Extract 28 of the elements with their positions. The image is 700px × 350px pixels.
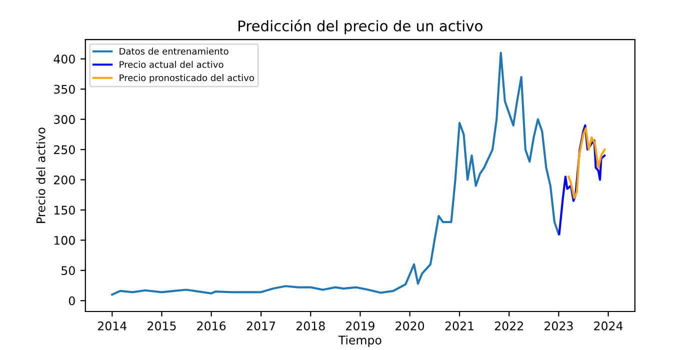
x-tick-label: 2024 xyxy=(594,321,623,330)
x-tick-label: 2020 xyxy=(396,321,424,330)
x-tick-label: 2014 xyxy=(98,321,127,330)
legend-label: Datos de entrenamiento xyxy=(120,48,228,55)
line-series xyxy=(558,124,606,236)
y-tick-label: 300 xyxy=(54,115,75,124)
x-axis-title: Tiempo xyxy=(338,335,382,347)
x-tick-label: 2019 xyxy=(346,321,374,330)
y-tick-label: 200 xyxy=(54,175,75,184)
line-series xyxy=(568,127,606,199)
legend-label: Precio pronosticado del activo xyxy=(120,74,254,83)
legend-label: Precio actual del activo xyxy=(120,60,224,68)
x-tick-label: 2016 xyxy=(197,321,226,330)
y-tick-label: 400 xyxy=(54,54,75,64)
y-tick-label: 100 xyxy=(54,236,75,245)
y-tick-label: 150 xyxy=(54,206,75,215)
y-tick-label: 250 xyxy=(54,145,75,154)
x-tick-label: 2015 xyxy=(148,321,176,330)
x-tick-label: 2018 xyxy=(296,321,325,330)
chart-title: Predicción del precio de un activo xyxy=(238,20,482,34)
y-tick-label: 50 xyxy=(62,266,75,276)
y-tick-label: 350 xyxy=(54,84,75,94)
y-axis-title: Precio del activo xyxy=(36,128,46,223)
y-tick-label: 0 xyxy=(68,296,75,306)
x-tick-label: 2022 xyxy=(494,321,523,330)
x-tick-label: 2017 xyxy=(246,321,276,330)
x-tick-label: 2021 xyxy=(445,321,474,330)
x-tick-label: 2023 xyxy=(544,321,573,330)
